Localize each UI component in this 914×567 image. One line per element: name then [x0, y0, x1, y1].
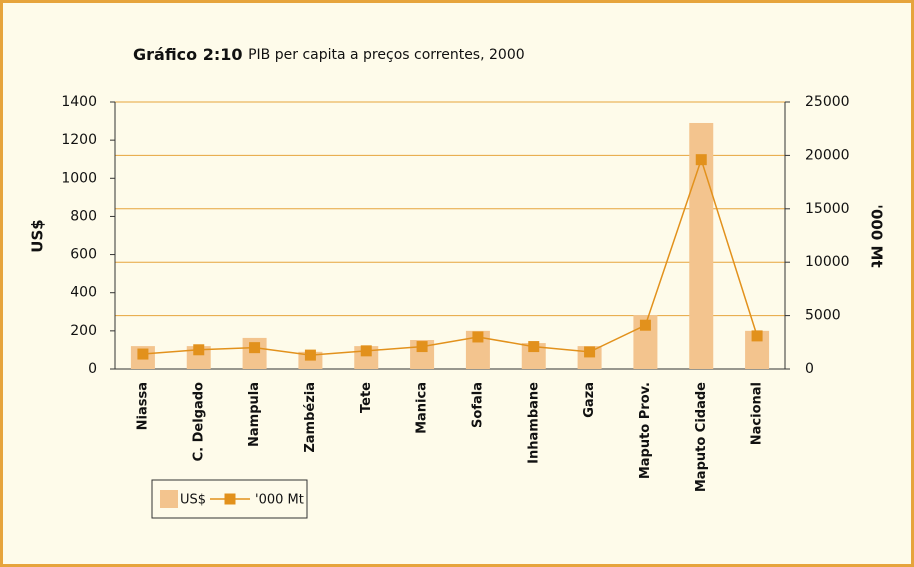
line-marker — [472, 331, 484, 343]
x-tick-label: Tete — [359, 382, 374, 413]
x-tick-label: Niassa — [135, 382, 150, 430]
y-tick-label: 1200 — [61, 132, 97, 148]
y-tick-label: 1400 — [61, 94, 97, 110]
x-tick-label: Gaza — [582, 382, 597, 418]
bar — [242, 337, 267, 369]
line-marker — [249, 342, 261, 354]
line-marker — [751, 330, 763, 342]
y2-tick-label: 0 — [805, 361, 814, 377]
legend-marker — [224, 493, 236, 505]
y2-tick-label: 10000 — [805, 254, 850, 270]
y-axis-label: US$ — [29, 219, 47, 252]
subtitle: PIB per capita a preços correntes, 2000 — [248, 47, 525, 63]
legend-swatch — [160, 490, 178, 508]
y2-axis-label: '000 Mt — [868, 204, 886, 267]
x-tick-label: Manica — [415, 382, 430, 434]
line-marker — [584, 346, 596, 358]
bar — [186, 346, 211, 369]
y-tick-label: 600 — [70, 247, 97, 263]
y-tick-label: 1000 — [61, 170, 97, 186]
x-tick-label: Maputo Cidade — [694, 382, 709, 492]
x-tick-label: Nampula — [247, 382, 262, 447]
y2-tick-label: 5000 — [805, 308, 841, 324]
y2-tick-label: 20000 — [805, 147, 850, 163]
x-tick-label: C. Delgado — [191, 382, 206, 461]
line-marker — [528, 341, 540, 353]
x-tick-label: Zambézia — [303, 382, 318, 453]
y-tick-label: 200 — [70, 323, 97, 339]
line-marker — [137, 348, 149, 360]
y-tick-label: 400 — [70, 285, 97, 301]
title: Gráfico 2:10 — [133, 45, 243, 64]
line-marker — [360, 345, 372, 357]
line — [142, 157, 758, 356]
line-marker — [304, 349, 316, 361]
line-marker — [193, 344, 205, 356]
chart-title: Gráfico 2:10 PIB per capita a preços cor… — [133, 45, 525, 64]
y-tick-label: 0 — [88, 361, 97, 377]
x-tick-label: Nacional — [750, 382, 765, 445]
y-tick-label: 800 — [70, 208, 97, 224]
x-tick-label: Maputo Prov. — [638, 382, 653, 479]
line-marker — [695, 154, 707, 166]
y2-tick-label: 15000 — [805, 201, 850, 217]
x-tick-label: Inhambane — [526, 382, 541, 464]
line-marker — [639, 319, 651, 331]
line-marker — [416, 341, 428, 353]
legend-label: US$ — [180, 493, 206, 508]
legend-label: '000 Mt — [255, 493, 304, 508]
x-tick-label: Sofala — [470, 382, 485, 428]
y2-tick-label: 25000 — [805, 94, 850, 110]
